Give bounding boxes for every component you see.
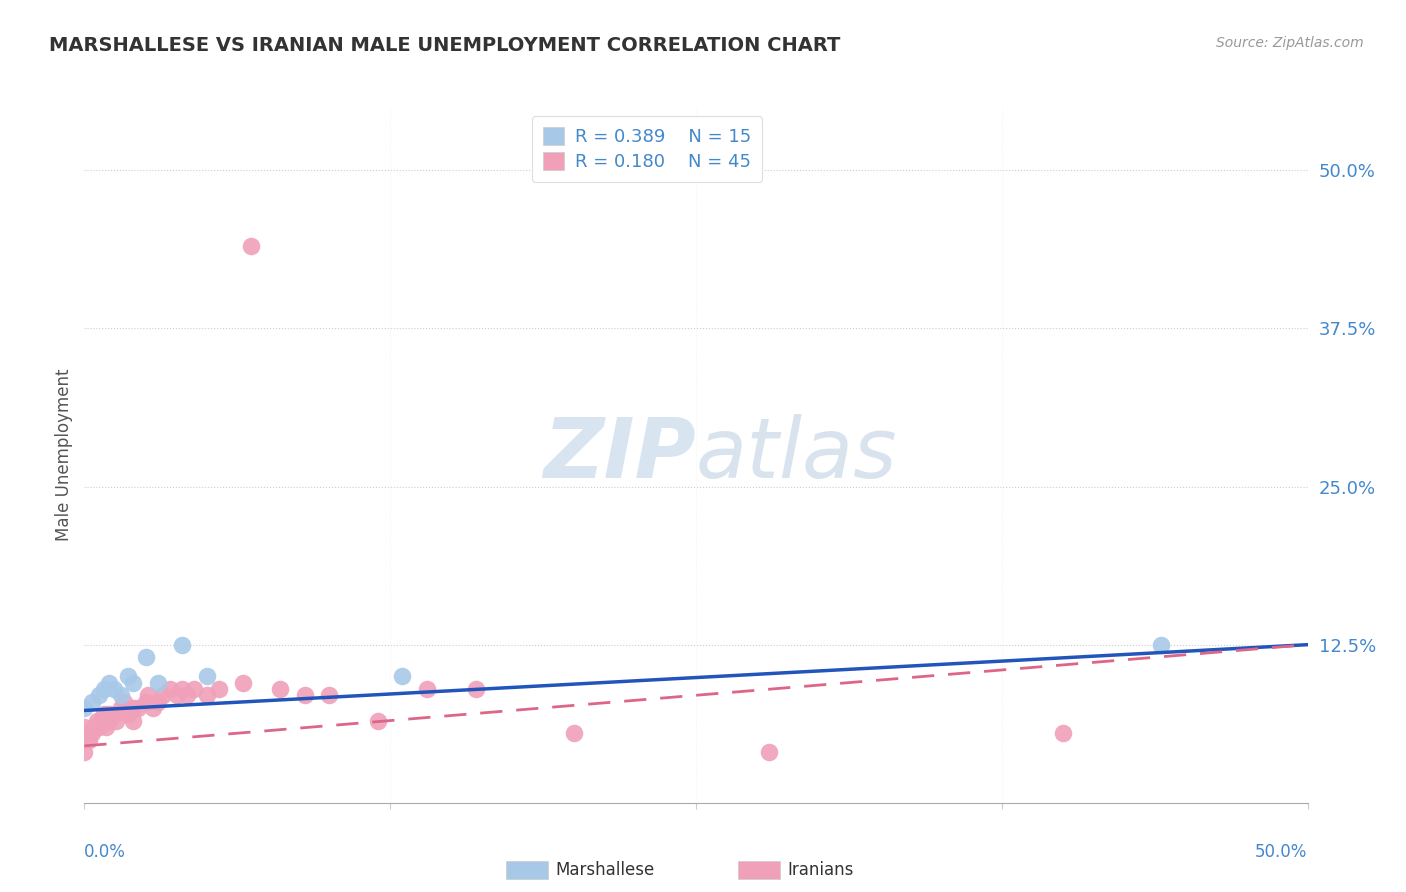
Point — [142, 701, 165, 715]
Point — [86, 714, 108, 728]
Point — [758, 745, 780, 759]
Point — [117, 707, 139, 722]
Text: atlas: atlas — [696, 415, 897, 495]
Point — [146, 675, 169, 690]
Point — [172, 681, 194, 696]
Point — [1150, 638, 1173, 652]
Point — [112, 695, 135, 709]
Point — [239, 239, 262, 253]
Point — [562, 726, 585, 740]
Point — [103, 707, 125, 722]
Point — [232, 675, 254, 690]
Text: MARSHALLESE VS IRANIAN MALE UNEMPLOYMENT CORRELATION CHART: MARSHALLESE VS IRANIAN MALE UNEMPLOYMENT… — [49, 36, 841, 54]
Text: 0.0%: 0.0% — [84, 843, 127, 862]
Text: ZIP: ZIP — [543, 415, 696, 495]
Point — [73, 726, 96, 740]
Point — [97, 675, 120, 690]
Point — [183, 681, 205, 696]
Point — [87, 688, 110, 702]
Text: Source: ZipAtlas.com: Source: ZipAtlas.com — [1216, 36, 1364, 50]
Text: Marshallese: Marshallese — [555, 861, 655, 879]
Point — [93, 681, 115, 696]
Point — [122, 701, 145, 715]
Point — [127, 701, 149, 715]
Point — [96, 720, 118, 734]
Point — [146, 695, 169, 709]
Point — [391, 669, 413, 683]
Point — [135, 650, 157, 665]
Point — [93, 707, 115, 722]
Point — [208, 681, 231, 696]
Point — [152, 688, 174, 702]
Point — [103, 681, 125, 696]
Point — [80, 695, 103, 709]
Point — [77, 732, 100, 747]
Point — [110, 701, 132, 715]
Point — [136, 688, 159, 702]
Text: Iranians: Iranians — [787, 861, 853, 879]
Legend: R = 0.389    N = 15, R = 0.180    N = 45: R = 0.389 N = 15, R = 0.180 N = 45 — [531, 116, 762, 182]
Point — [367, 714, 389, 728]
Point — [135, 695, 157, 709]
Point — [122, 675, 145, 690]
Point — [117, 669, 139, 683]
Point — [73, 720, 96, 734]
Point — [97, 707, 120, 722]
Text: 50.0%: 50.0% — [1256, 843, 1308, 862]
Point — [90, 714, 112, 728]
Point — [105, 714, 128, 728]
Point — [294, 688, 316, 702]
Point — [80, 726, 103, 740]
Point — [172, 638, 194, 652]
Point — [195, 688, 218, 702]
Point — [318, 688, 340, 702]
Point — [464, 681, 486, 696]
Point — [97, 714, 120, 728]
Point — [416, 681, 439, 696]
Point — [87, 720, 110, 734]
Point — [195, 669, 218, 683]
Point — [73, 745, 96, 759]
Y-axis label: Male Unemployment: Male Unemployment — [55, 368, 73, 541]
Point — [159, 681, 181, 696]
Point — [122, 714, 145, 728]
Point — [1052, 726, 1074, 740]
Point — [166, 688, 188, 702]
Point — [269, 681, 291, 696]
Point — [110, 688, 132, 702]
Point — [83, 720, 105, 734]
Point — [73, 732, 96, 747]
Point — [73, 701, 96, 715]
Point — [176, 688, 198, 702]
